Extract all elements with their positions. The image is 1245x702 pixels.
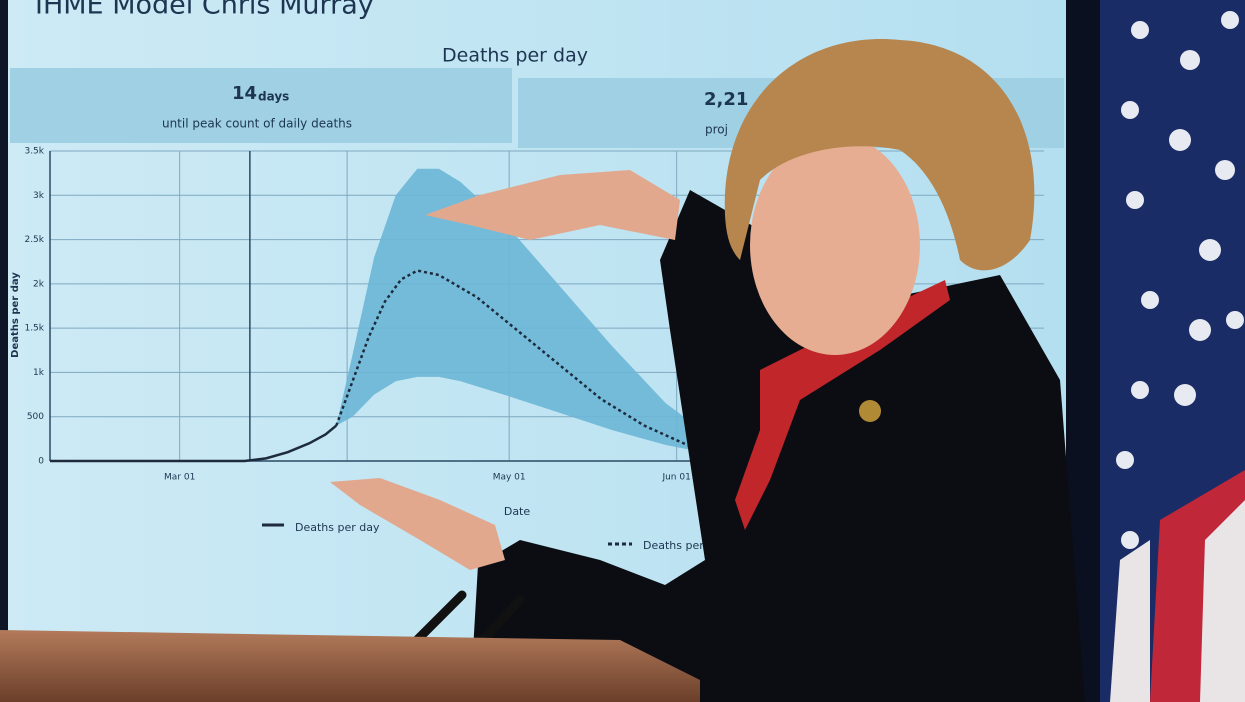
y-tick-label: 2.5k (24, 235, 44, 245)
flag-stars (1116, 11, 1244, 549)
x-tick-label: May 01 (493, 473, 526, 483)
hand (330, 478, 505, 570)
y-tick-label: 3.5k (24, 147, 44, 157)
face (750, 135, 920, 355)
y-tick-label: 0 (38, 457, 44, 467)
flag (1066, 0, 1245, 702)
stat-unit: days (258, 90, 289, 104)
uncertainty-band (336, 168, 747, 460)
stat-value: 2,21 (704, 89, 748, 110)
chart-title: Deaths per day (442, 45, 588, 67)
x-tick-label: Jun 01 (661, 473, 690, 483)
x-axis-label: Date (504, 505, 531, 518)
line (50, 424, 338, 463)
screen-title: IHME Model Chris Murray (35, 0, 374, 21)
y-tick-label: 1.5k (24, 324, 44, 334)
legend-label: Deaths per day (295, 521, 380, 534)
y-tick-label: 500 (27, 412, 44, 422)
stat-panel (10, 68, 512, 143)
y-tick-label: 2k (33, 279, 45, 289)
flag-stripe (1200, 500, 1245, 702)
stat-value: 14 (232, 83, 257, 104)
y-tick-label: 1k (33, 368, 45, 378)
stat-caption: proj (705, 123, 728, 137)
pin (859, 400, 881, 422)
line (335, 269, 748, 461)
podium (0, 630, 700, 702)
flag-stripe (1110, 540, 1150, 702)
hair (724, 39, 1035, 271)
y-axis-label: Deaths per day (10, 272, 21, 358)
speaker (330, 39, 1085, 702)
y-tick-label: 3k (33, 191, 45, 201)
x-tick-label: Mar 01 (164, 473, 195, 483)
hand (425, 170, 680, 240)
stat-caption: until peak count of daily deaths (162, 117, 352, 131)
